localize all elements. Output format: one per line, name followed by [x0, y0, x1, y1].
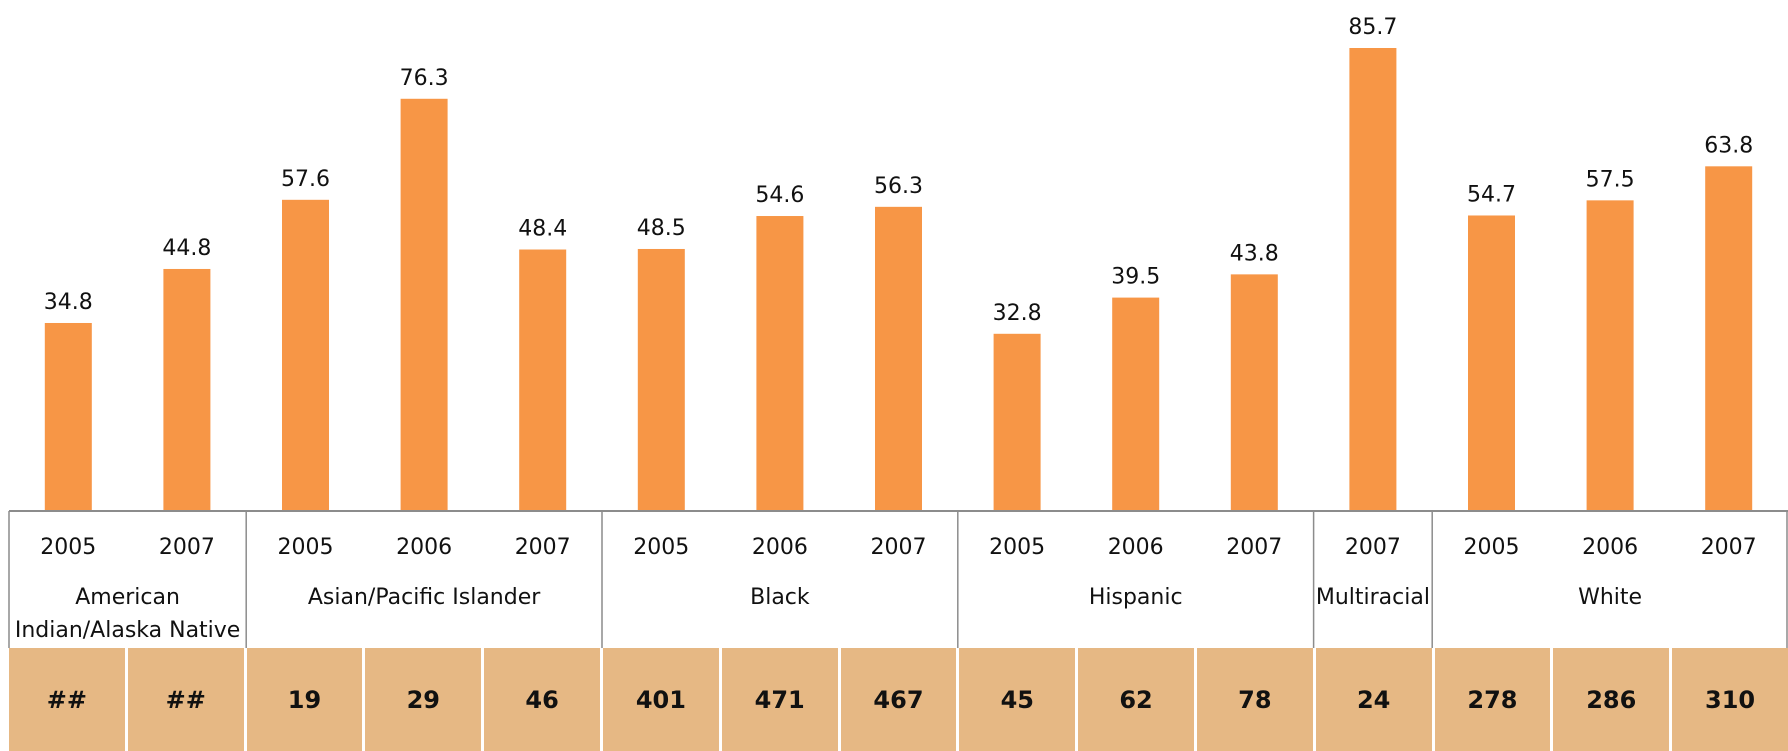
bar: [993, 333, 1041, 511]
bar: [756, 216, 804, 511]
bar: [1349, 48, 1397, 511]
data-label: 85.7: [1348, 15, 1397, 40]
count-cell: 471: [721, 648, 838, 751]
data-label: 56.3: [874, 174, 923, 199]
group-label: American Indian/Alaska Native: [15, 585, 241, 643]
bar: [1705, 166, 1753, 511]
count-cell: ##: [9, 648, 125, 751]
year-tick-label: 2006: [1582, 535, 1638, 560]
count-cell: 286: [1553, 648, 1670, 751]
bar: [44, 322, 92, 511]
year-tick-label: 2007: [871, 535, 927, 560]
group-label: Black: [750, 585, 810, 610]
data-label: 34.8: [44, 290, 93, 315]
data-label: 54.7: [1467, 182, 1516, 207]
year-tick-label: 2006: [752, 535, 808, 560]
count-cell: 78: [1196, 648, 1313, 751]
group-label: Multiracial: [1316, 585, 1430, 610]
bar: [519, 249, 567, 511]
count-row: ## ## 19 29 46 401 471 467 45 62 78 24 278 286 310: [9, 648, 1788, 751]
year-tick-label: 2005: [633, 535, 689, 560]
bar: [282, 199, 329, 511]
bar: [1112, 297, 1160, 511]
count-cell: 310: [1672, 648, 1788, 751]
count-cell: 45: [959, 648, 1076, 751]
bar: [1468, 215, 1515, 511]
bar: [400, 98, 448, 512]
year-tick-label: 2007: [159, 535, 215, 560]
count-cell: 29: [365, 648, 482, 751]
data-label: 76.3: [400, 66, 449, 91]
group-label: White: [1578, 585, 1642, 610]
data-label: 39.5: [1111, 265, 1160, 290]
year-tick-label: 2005: [989, 535, 1045, 560]
bar: [1586, 200, 1634, 511]
year-tick-label: 2006: [1108, 535, 1164, 560]
count-cell: 278: [1434, 648, 1551, 751]
data-label: 48.5: [637, 216, 686, 241]
data-label: 63.8: [1704, 133, 1753, 158]
count-cell: ##: [127, 648, 244, 751]
count-cell: 19: [246, 648, 363, 751]
count-cell: 62: [1078, 648, 1194, 751]
data-label: 54.6: [755, 183, 804, 208]
group-label: Asian/Pacific Islander: [308, 585, 541, 610]
year-tick-label: 2006: [396, 535, 452, 560]
year-tick-label: 2005: [1464, 535, 1520, 560]
bar: [637, 248, 685, 511]
year-tick-label: 2005: [40, 535, 96, 560]
count-cell: 46: [484, 648, 600, 751]
year-tick-label: 2007: [1701, 535, 1757, 560]
data-label: 32.8: [993, 301, 1042, 326]
year-tick-label: 2005: [278, 535, 334, 560]
data-label: 57.6: [281, 167, 330, 192]
bar: [163, 268, 211, 511]
year-tick-label: 2007: [1345, 535, 1401, 560]
data-label: 43.8: [1230, 241, 1279, 266]
count-cell: 467: [840, 648, 957, 751]
data-label: 57.5: [1586, 167, 1635, 192]
group-label: Hispanic: [1089, 585, 1183, 610]
count-cell: 401: [602, 648, 719, 751]
year-tick-label: 2007: [1226, 535, 1282, 560]
data-label: 44.8: [162, 236, 211, 261]
count-cell: 24: [1315, 648, 1432, 751]
year-tick-label: 2007: [515, 535, 571, 560]
bar: [875, 206, 922, 511]
data-label: 48.4: [518, 217, 567, 242]
bar: [1230, 274, 1278, 511]
bar-chart: 34.8 2005 44.8 2007 American Indian/Alaska Na…: [8, 15, 1788, 648]
